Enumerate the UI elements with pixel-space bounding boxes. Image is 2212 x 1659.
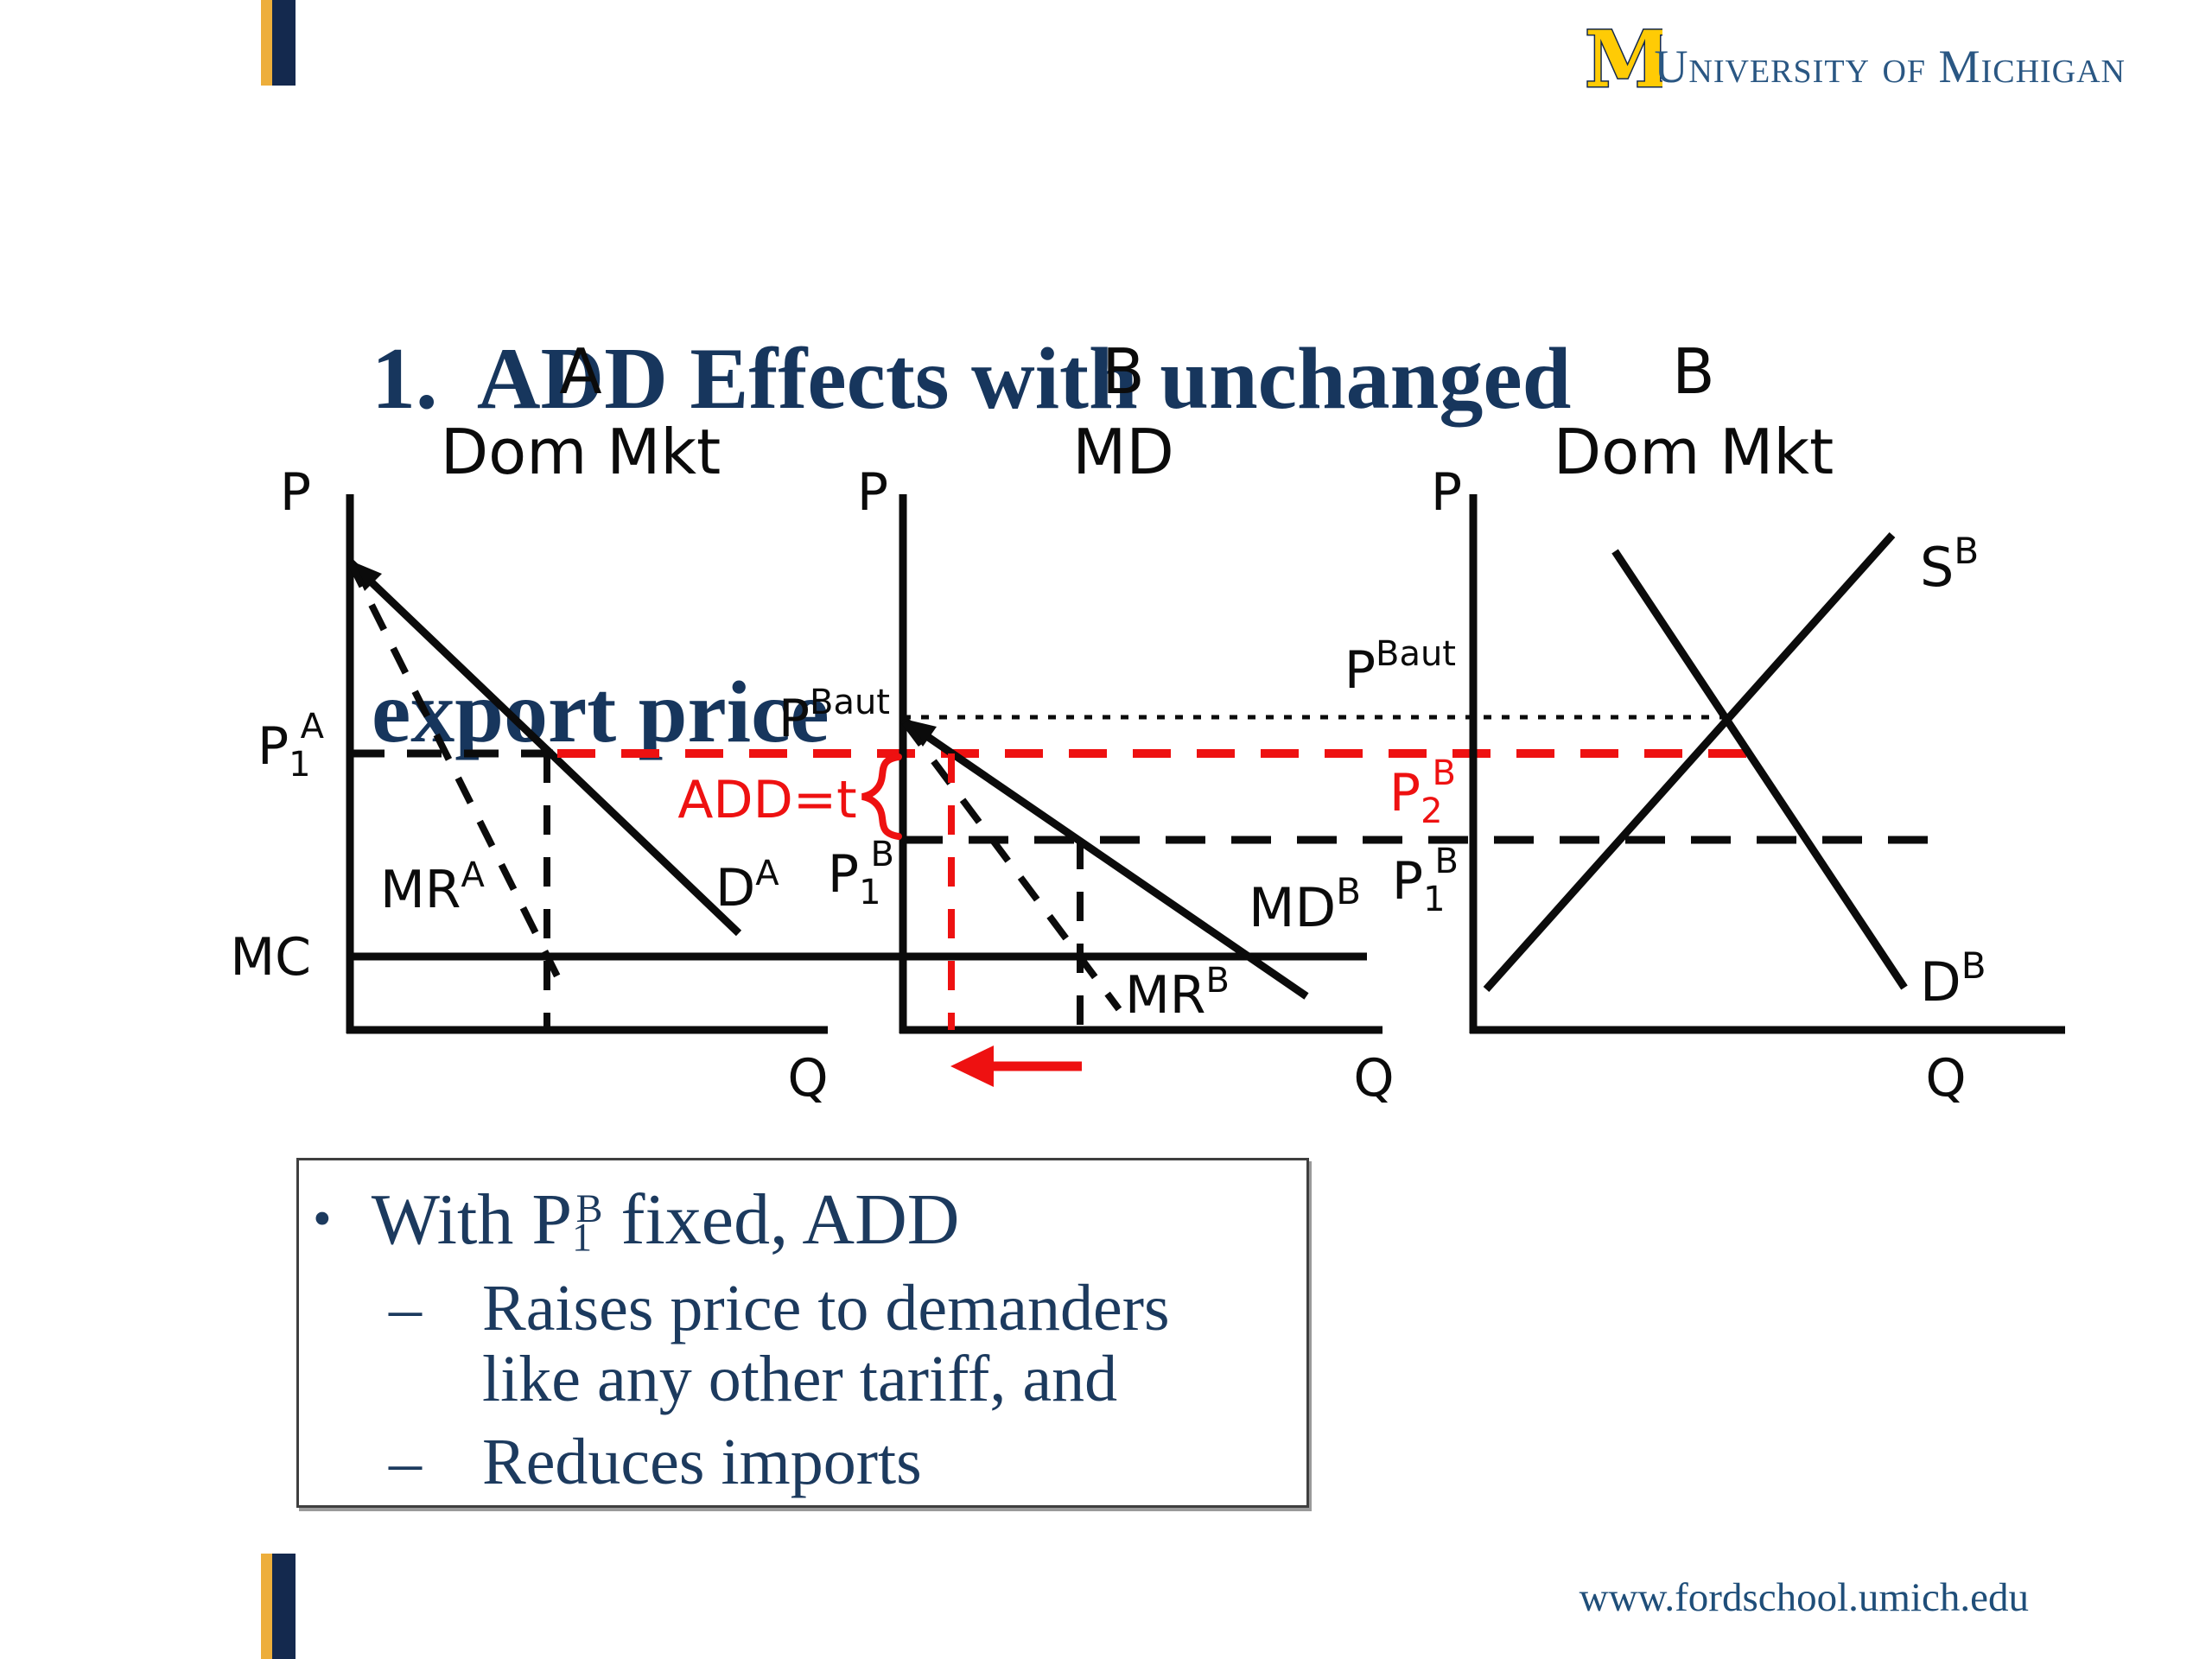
title-line-2: export price [372,663,830,761]
panel-md-p-axis-label: P [857,462,888,523]
panel-b-q-axis-label: Q [1925,1048,1966,1109]
panel-md-md-arrowhead-icon [904,719,937,747]
um-logo-wordmark: University of Michigan [1654,41,2126,92]
import-reduction-arrowhead-icon [950,1046,994,1087]
panel-b-pbaut-label: PBaut [1344,634,1456,701]
sub-bullet-dash-icon: – [389,1272,422,1344]
panel-a-header: A [559,335,601,408]
sub-bullet-1-line-2: like any other tariff, and [482,1343,1118,1415]
panel-md-subheader: MD [1072,416,1174,488]
footer-url: www.fordschool.umich.edu [1579,1575,2029,1620]
panel-b-subheader: Dom Mkt [1554,416,1834,488]
panel-b-demand-label: DB [1920,944,1986,1014]
bottom-left-navy-bar [272,1554,296,1659]
panel-b-supply-label: SB [1920,530,1979,599]
add-equals-t-label: ADD=t [677,770,856,830]
um-block-m-icon: M [1584,24,1663,93]
add-brace-icon [861,753,902,840]
bullet-main: • With P1B fixed, ADD [313,1178,959,1262]
sub-bullet-dash-icon: – [389,1426,422,1498]
panel-md-mr-label: MRB [1125,961,1230,1026]
panel-md-md-label: MDB [1249,870,1361,939]
panel-md-q-axis-label: Q [1353,1048,1394,1109]
top-left-gold-bar [261,0,272,86]
panel-md-pbaut-label: PBaut [779,683,890,749]
bullet-main-sub: 1 [572,1215,593,1260]
panel-b-supply-curve [1483,532,1896,992]
sub-bullet-2-text: Reduces imports [482,1426,922,1498]
title-line-1: 1. ADD Effects with unchanged [372,330,1572,429]
panel-a-demand-curve [346,558,742,937]
panel-b-p2b-label: P2B [1389,753,1456,831]
panel-md-p1b-label: P1B [828,835,894,912]
top-left-navy-bar [272,0,296,86]
panel-a-subheader: Dom Mkt [441,416,721,488]
panel-a-mr-label: MRA [380,855,485,920]
panel-a-d-label: DA [715,854,779,918]
panel-a-p1-label: P1A [257,707,325,785]
panel-md-md-curve [900,716,1309,1000]
slide-title: 1. ADD Effects with unchanged export pri… [372,102,1571,990]
panel-a-q-axis-label: Q [787,1048,828,1109]
panel-md-header: B [1102,335,1144,408]
mc-label: MC [230,927,311,988]
panel-md-mr-curve [901,720,1122,1012]
panel-a-demand-arrowhead-icon [351,561,382,591]
bottom-left-gold-bar [261,1554,272,1659]
bullet-main-post: fixed, ADD [602,1179,960,1260]
sub-bullet-1-text: Raises price to demanders [482,1272,1170,1344]
um-logo-m: M [1585,24,1662,93]
panel-b-header: B [1672,335,1714,408]
bullet-dot-icon: • [313,1190,332,1249]
sub-bullet-1-line-1: – Raises price to demanders [389,1271,1170,1346]
panel-b-demand-curve [1611,549,1908,990]
panel-b-p-axis-label: P [1431,462,1462,523]
bullet-main-sup: B [575,1185,603,1230]
notes-box: • With P1B fixed, ADD – Raises price to de… [296,1158,1309,1508]
um-logo: M University of Michigan [1583,24,2126,93]
panel-a-p-axis-label: P [280,462,311,523]
panel-b-p1b-label: P1B [1392,842,1459,919]
bullet-main-pre: With P [371,1179,573,1260]
sub-bullet-2: – Reduces imports [389,1425,922,1500]
